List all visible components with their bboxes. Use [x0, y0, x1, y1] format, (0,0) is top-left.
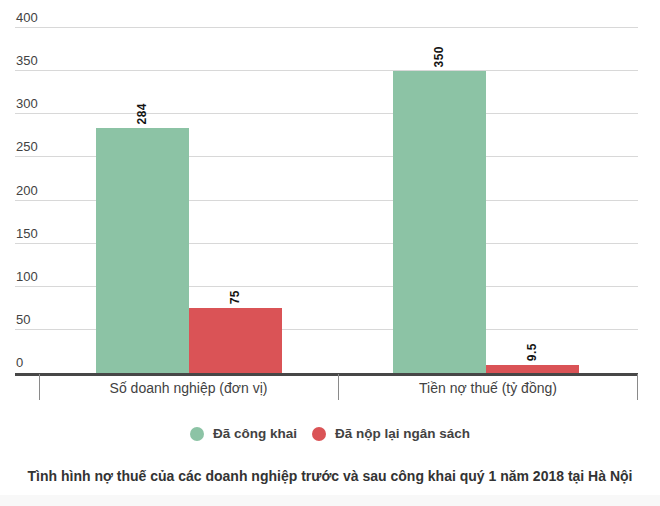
- gridline: [15, 113, 638, 114]
- bar-value-label: 75: [228, 290, 242, 304]
- y-axis-label: 150: [16, 226, 38, 241]
- chart-title: Tình hình nợ thuế của các doanh nghiệp t…: [0, 468, 660, 484]
- bar-value-label: 9.5: [525, 343, 539, 361]
- y-axis-label: 250: [16, 139, 38, 154]
- bar-value-label: 284: [135, 103, 149, 125]
- footer-strip: [0, 495, 660, 506]
- y-axis-label: 350: [16, 53, 38, 68]
- x-axis-line: [15, 373, 638, 376]
- chart-legend: Đã công khai Đã nộp lại ngân sách: [0, 426, 660, 441]
- legend-dot-green-icon: [190, 427, 204, 441]
- bar-red-cat1: [486, 365, 579, 373]
- y-axis-label: 200: [16, 183, 38, 198]
- bar-red-cat0: [189, 308, 282, 373]
- legend-item-da-nop-lai-ngan-sach: Đã nộp lại ngân sách: [312, 426, 470, 441]
- bar-green-cat1: [393, 71, 486, 373]
- gridline: [15, 70, 638, 71]
- gridline: [15, 27, 638, 28]
- legend-label: Đã công khai: [213, 426, 297, 441]
- y-axis-label: 400: [16, 10, 38, 25]
- legend-label: Đã nộp lại ngân sách: [335, 426, 470, 441]
- y-axis-label: 50: [16, 312, 30, 327]
- y-axis-label: 100: [16, 269, 38, 284]
- legend-dot-red-icon: [312, 427, 326, 441]
- bar-chart: Số doanh nghiệp (đơn vị) Tiền nợ thuế (t…: [0, 0, 660, 506]
- bar-value-label: 350: [432, 46, 446, 68]
- plot-area: Số doanh nghiệp (đơn vị) Tiền nợ thuế (t…: [0, 0, 660, 400]
- bar-green-cat0: [96, 128, 189, 373]
- y-axis-label: 0: [16, 355, 23, 370]
- category-label-tien-no-thue: Tiền nợ thuế (tỷ đồng): [338, 380, 638, 396]
- category-label-so-doanh-nghiep: Số doanh nghiệp (đơn vị): [39, 380, 338, 396]
- legend-item-da-cong-khai: Đã công khai: [190, 426, 297, 441]
- y-axis-label: 300: [16, 96, 38, 111]
